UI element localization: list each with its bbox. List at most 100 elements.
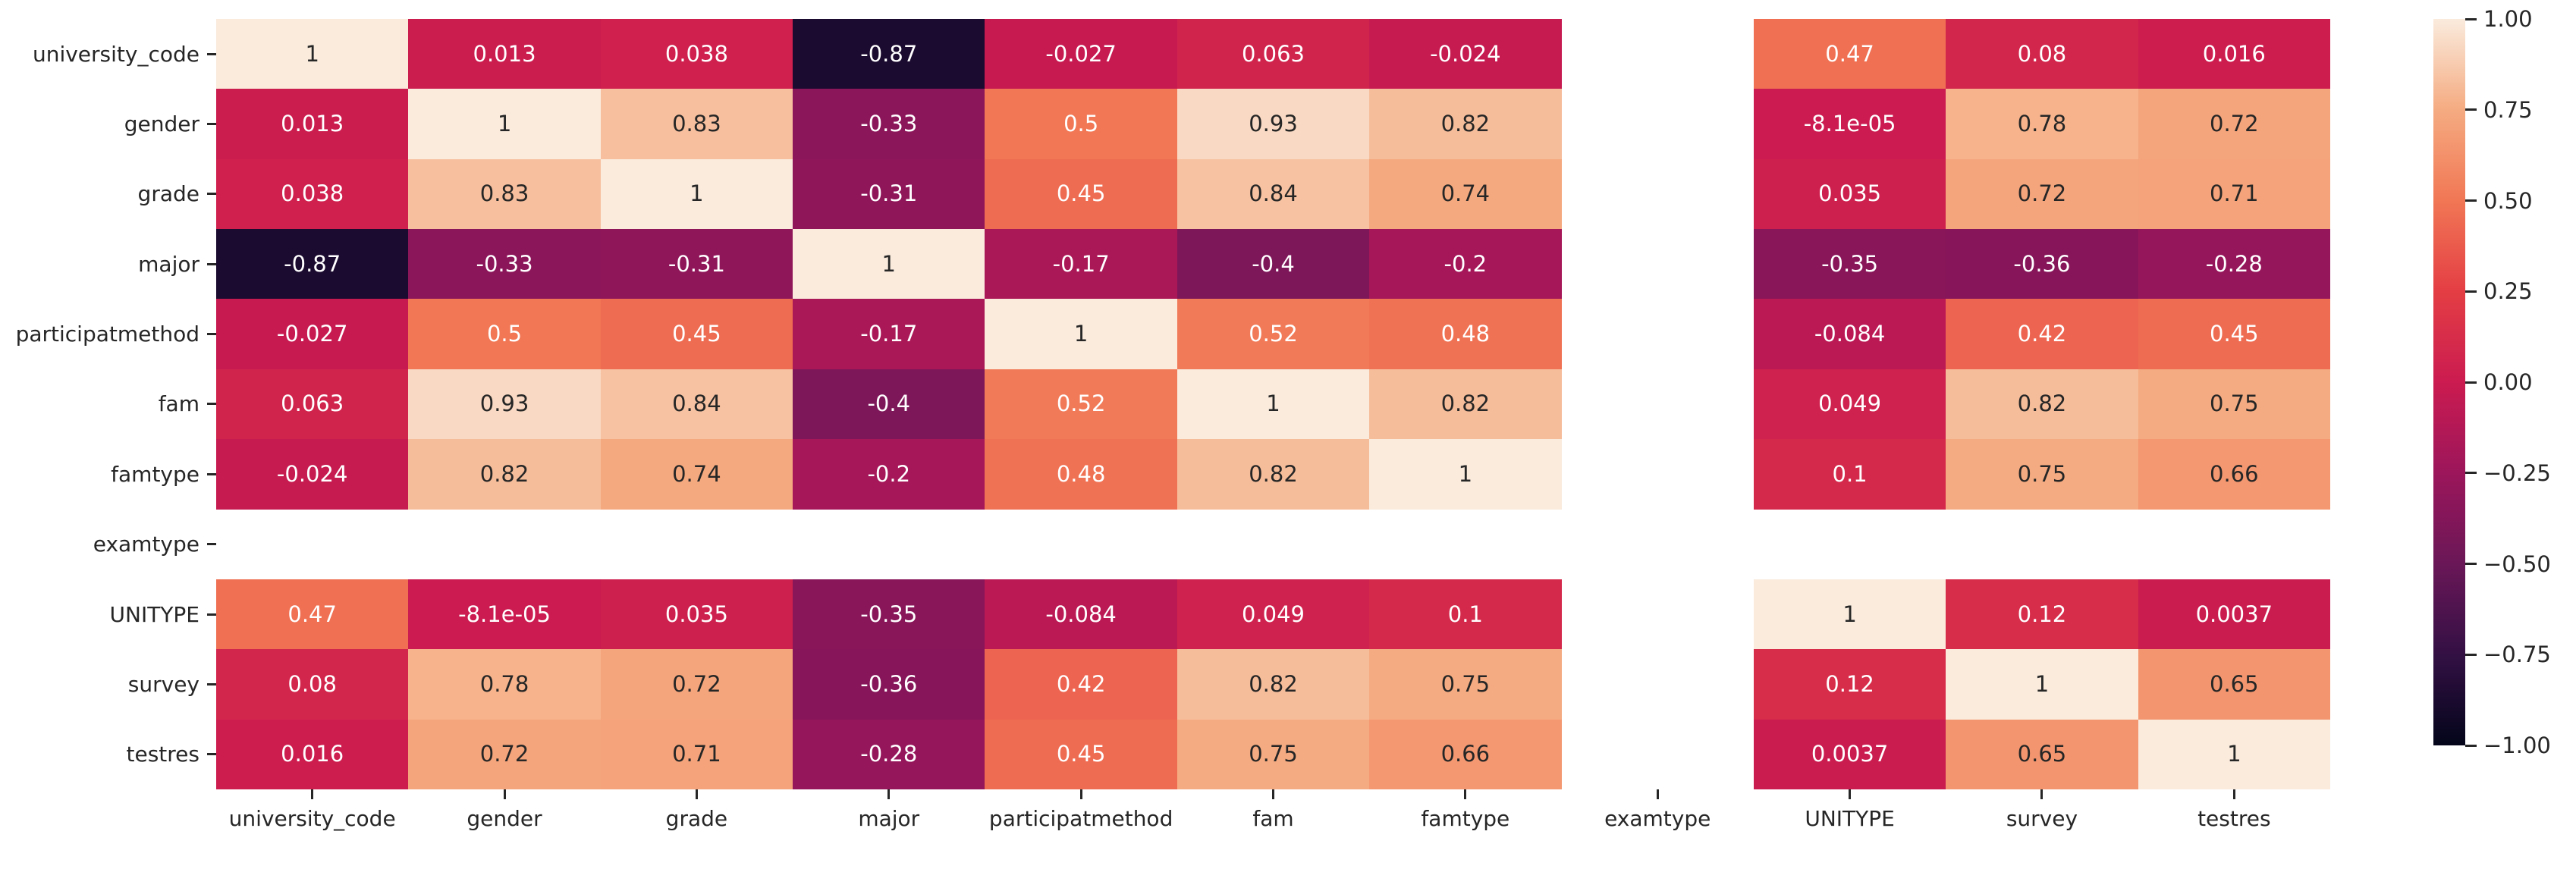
heatmap-cell: 1 bbox=[793, 229, 985, 300]
heatmap-cell: 0.74 bbox=[1369, 158, 1562, 230]
cell-value: 0.71 bbox=[672, 741, 721, 767]
cell-value: 1 bbox=[690, 180, 704, 207]
heatmap-cell: 0.049 bbox=[1753, 369, 1946, 440]
x-tick-label-gender: gender bbox=[408, 789, 600, 869]
x-tick-mark bbox=[1079, 789, 1082, 799]
heatmap-cell bbox=[1946, 509, 2138, 579]
heatmap-cell: -0.36 bbox=[1946, 229, 2138, 300]
cell-value: -0.35 bbox=[1821, 250, 1879, 277]
cell-value: 0.038 bbox=[664, 40, 728, 67]
y-tick-mark bbox=[207, 262, 216, 265]
colorbar-tick-label: 0.25 bbox=[2483, 278, 2533, 305]
x-axis-label: grade bbox=[665, 806, 728, 831]
y-tick-mark bbox=[207, 123, 216, 126]
y-tick-label-university_code: university_code bbox=[0, 19, 216, 89]
heatmap-cell: 0.84 bbox=[1176, 158, 1370, 230]
heatmap-cell: -0.28 bbox=[2138, 229, 2330, 300]
heatmap-cell: 0.65 bbox=[2138, 649, 2330, 720]
cell-value: -0.33 bbox=[476, 250, 533, 277]
x-tick-label-fam: fam bbox=[1177, 789, 1369, 869]
cell-value: -0.084 bbox=[1045, 601, 1117, 627]
heatmap-cell: 0.66 bbox=[2138, 439, 2330, 510]
heatmap-cell: 1 bbox=[2138, 719, 2330, 789]
y-axis-label: survey bbox=[127, 671, 199, 697]
cell-value: 0.47 bbox=[1825, 40, 1874, 67]
y-tick-label-famtype: famtype bbox=[0, 439, 216, 509]
heatmap-cell: 1 bbox=[1753, 579, 1946, 650]
x-axis-label: major bbox=[858, 806, 920, 831]
heatmap-cell bbox=[1561, 229, 1754, 300]
x-axis-label: UNITYPE bbox=[1805, 806, 1895, 831]
cell-value: 0.84 bbox=[672, 391, 721, 417]
cell-value: 0.74 bbox=[1440, 180, 1491, 207]
cell-value: 0.75 bbox=[2210, 391, 2259, 417]
y-axis-label: famtype bbox=[111, 461, 199, 487]
heatmap-cell: 0.035 bbox=[600, 579, 793, 650]
x-tick-label-examtype: examtype bbox=[1562, 789, 1754, 869]
y-axis-label: examtype bbox=[93, 532, 199, 557]
cell-value: -0.36 bbox=[860, 670, 918, 697]
cell-value: 0.83 bbox=[672, 111, 721, 137]
x-tick-label-survey: survey bbox=[1946, 789, 2138, 869]
heatmap-cell: 0.45 bbox=[985, 719, 1177, 789]
heatmap-cell: -0.024 bbox=[1369, 19, 1562, 89]
heatmap-cell: 0.82 bbox=[1369, 89, 1562, 159]
y-tick-mark bbox=[207, 682, 216, 685]
x-axis-label: participatmethod bbox=[988, 806, 1173, 831]
colorbar-tick-label: −0.50 bbox=[2483, 551, 2551, 577]
cell-value: 0.82 bbox=[1249, 460, 1298, 487]
heatmap-cell: 0.038 bbox=[600, 19, 793, 89]
cell-value: 0.45 bbox=[1056, 180, 1106, 207]
heatmap-cell: 0.72 bbox=[600, 649, 793, 720]
heatmap-cell bbox=[600, 509, 793, 579]
heatmap-cell: 1 bbox=[1369, 439, 1562, 510]
x-tick-label-famtype: famtype bbox=[1369, 789, 1561, 869]
cell-value: 0.45 bbox=[2210, 321, 2259, 347]
heatmap-cell bbox=[1561, 579, 1754, 650]
y-axis-label: fam bbox=[158, 391, 199, 417]
y-axis-label: participatmethod bbox=[15, 322, 199, 347]
heatmap-cell: 1 bbox=[985, 299, 1177, 369]
colorbar-tick-label: −1.00 bbox=[2483, 733, 2551, 758]
heatmap-cell: 0.049 bbox=[1176, 579, 1370, 650]
cell-value: 0.72 bbox=[479, 741, 529, 767]
heatmap-cell: 0.48 bbox=[1369, 299, 1562, 369]
heatmap-cell: 0.82 bbox=[1369, 369, 1562, 440]
cell-value: 0.063 bbox=[1241, 40, 1305, 67]
heatmap-cell: 0.47 bbox=[216, 579, 409, 650]
x-tick-mark bbox=[1271, 789, 1274, 799]
heatmap-cell bbox=[1561, 369, 1754, 440]
cell-value: 1 bbox=[305, 40, 319, 67]
heatmap-cell: -0.31 bbox=[600, 229, 793, 300]
cell-value: 0.65 bbox=[2017, 741, 2067, 767]
cell-value: -0.027 bbox=[276, 321, 348, 347]
heatmap-cell: 0.42 bbox=[1946, 299, 2138, 369]
y-tick-label-examtype: examtype bbox=[0, 510, 216, 579]
heatmap-cell: 1 bbox=[600, 158, 793, 230]
y-tick-label-UNITYPE: UNITYPE bbox=[0, 579, 216, 649]
heatmap-cell: 0.72 bbox=[408, 719, 601, 789]
heatmap-cell: 0.45 bbox=[985, 158, 1177, 230]
heatmap-cell: 0.65 bbox=[1946, 719, 2138, 789]
x-tick-mark bbox=[695, 789, 698, 799]
cell-value: -0.87 bbox=[860, 40, 918, 67]
heatmap-cell: -0.87 bbox=[216, 229, 409, 300]
colorbar: 1.00 0.75 0.50 0.25 0.00 −0.25 −0.50 −0.75 −1.00 bbox=[2433, 6, 2551, 758]
cell-value: 0.72 bbox=[2017, 180, 2067, 207]
y-tick-label-grade: grade bbox=[0, 159, 216, 229]
heatmap-cell: 0.72 bbox=[1946, 158, 2138, 230]
heatmap-cell: -0.2 bbox=[793, 439, 985, 510]
y-tick-mark bbox=[207, 52, 216, 55]
cell-value: -0.024 bbox=[1430, 40, 1501, 67]
heatmap-cell: 0.0037 bbox=[2138, 579, 2330, 650]
cell-value: 0.93 bbox=[1249, 111, 1298, 137]
heatmap-cell: 0.75 bbox=[2138, 369, 2330, 440]
colorbar-tick-label: 0.75 bbox=[2483, 96, 2533, 123]
heatmap-cell: 0.063 bbox=[216, 369, 409, 440]
heatmap-cell: 0.75 bbox=[1946, 439, 2138, 510]
cell-value: 0.5 bbox=[486, 321, 523, 347]
x-axis-label: famtype bbox=[1421, 806, 1510, 831]
heatmap-cell: 0.12 bbox=[1946, 579, 2138, 650]
heatmap-cell: 1 bbox=[408, 89, 601, 159]
